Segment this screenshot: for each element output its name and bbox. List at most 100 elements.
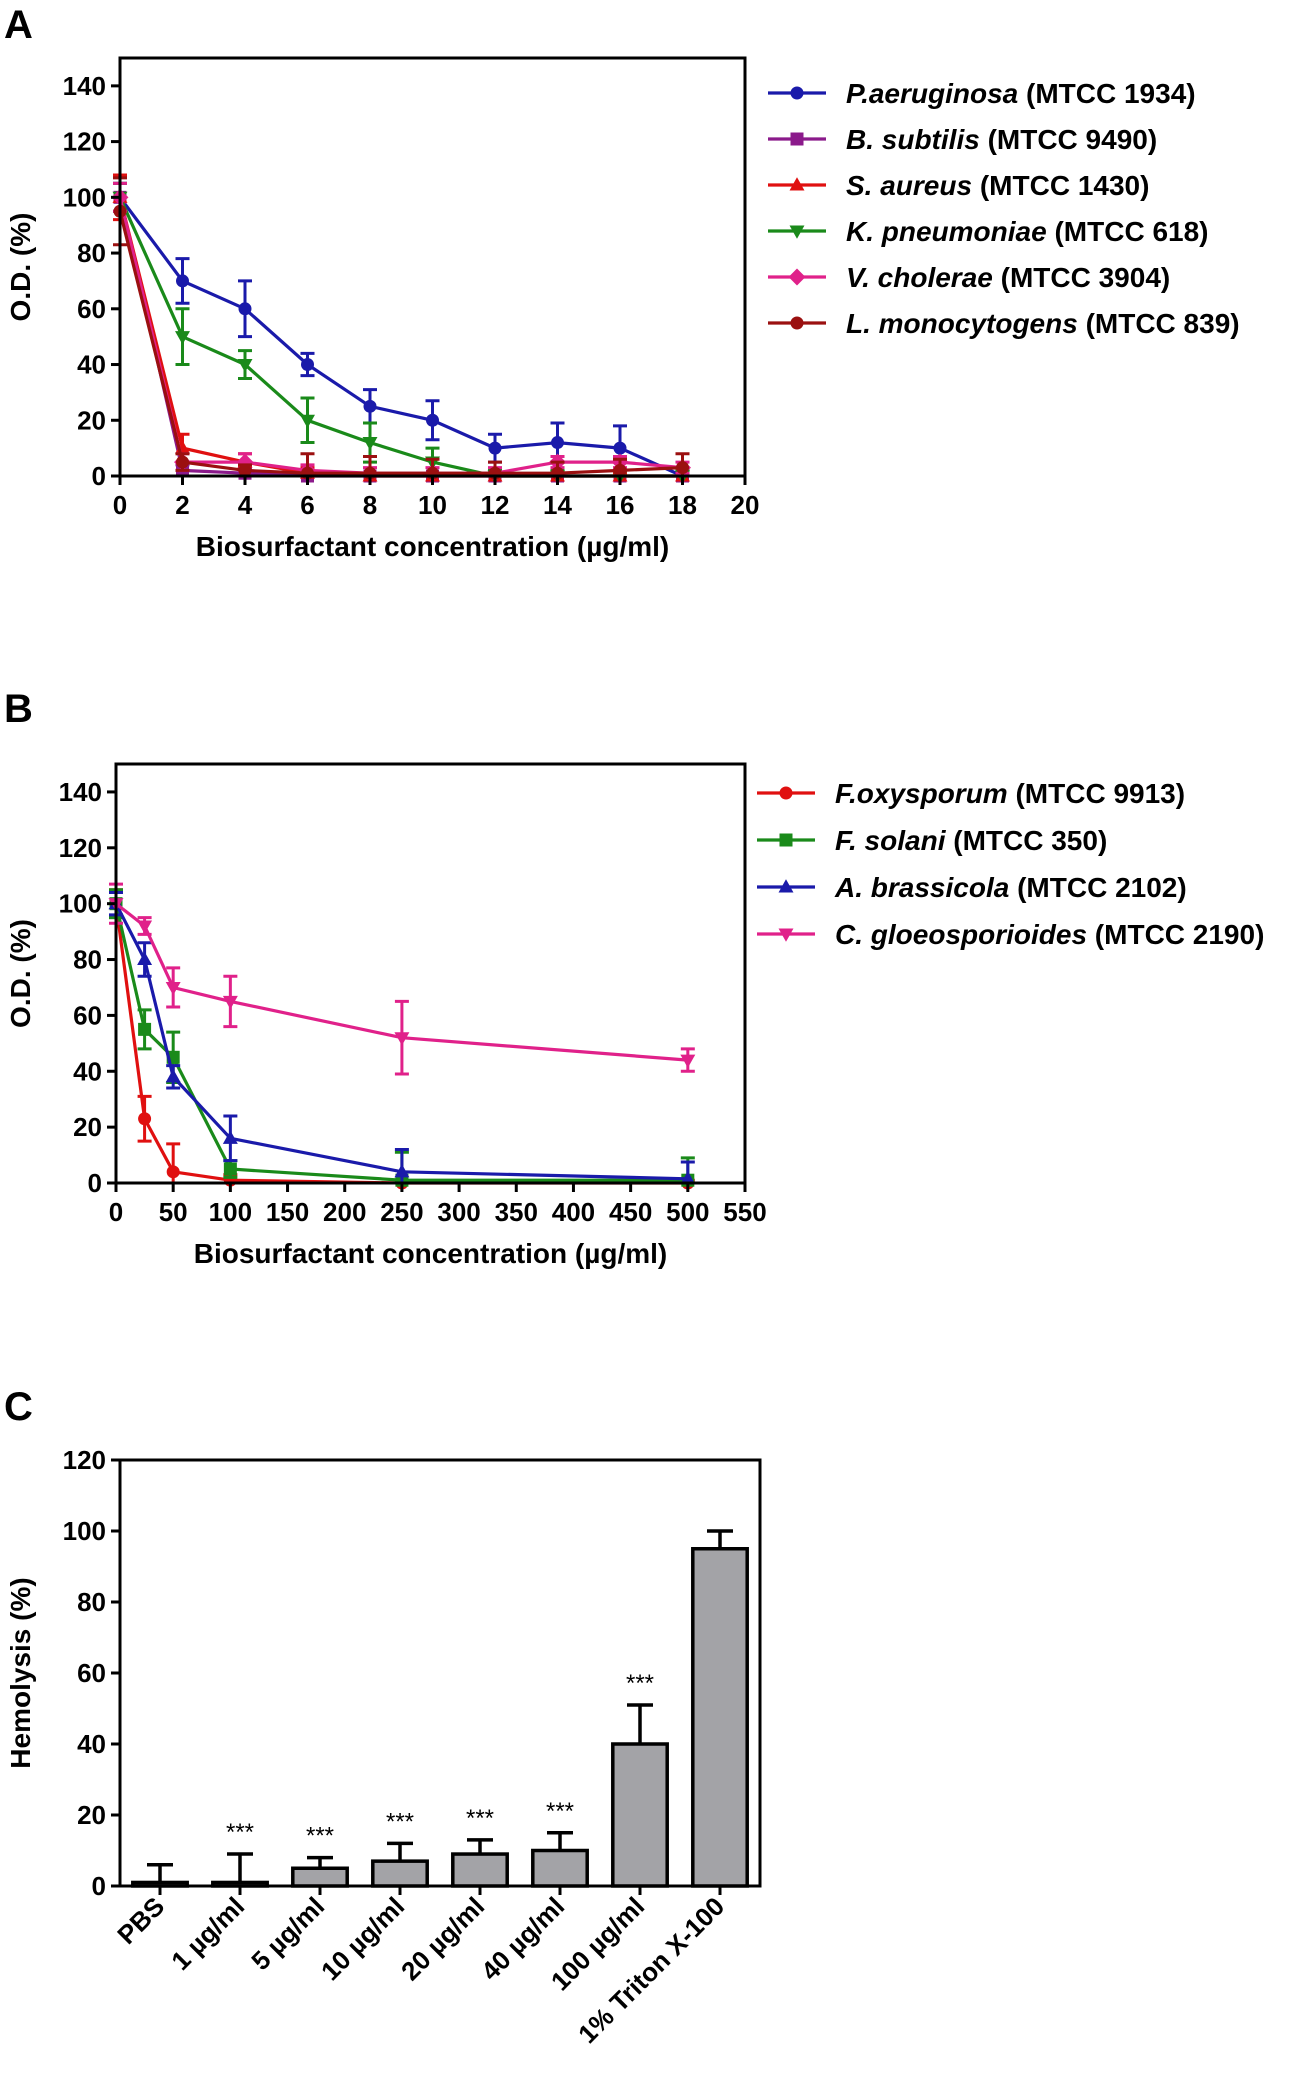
legend-marker [778,879,794,893]
legend-label: P.aeruginosa (MTCC 1934) [846,78,1196,109]
x-tick-label: 0 [109,1197,123,1227]
panel-letter-b: B [4,687,33,731]
legend-species: C. gloeosporioides [835,919,1087,950]
bar [531,1848,589,1888]
legend-label: V. cholerae (MTCC 3904) [846,262,1170,293]
significance-label: *** [386,1808,414,1835]
legend-strain: (MTCC 9490) [980,124,1157,155]
data-point [363,399,377,413]
y-tick-label: 0 [92,1871,106,1901]
legend-marker [779,833,793,847]
category-label: 10 µg/ml [315,1891,410,1986]
error-bar [547,1831,573,1851]
series-line [114,902,688,1181]
y-tick-label: 40 [73,1056,102,1086]
error-bar [627,1703,653,1744]
significance-label: *** [626,1670,654,1697]
legend-label: K. pneumoniae (MTCC 618) [846,216,1209,247]
x-axis-label: Biosurfactant concentration (µg/ml) [196,531,670,562]
legend-item-2: A. brassicola (MTCC 2102) [757,872,1187,903]
y-tick-label: 140 [63,71,106,101]
legend-item-0: P.aeruginosa (MTCC 1934) [768,78,1196,109]
x-tick-label: 12 [481,490,510,520]
legend-marker [779,786,793,800]
data-point [175,331,190,345]
x-tick-label: 350 [495,1197,538,1227]
legend-marker [788,268,806,286]
data-point [488,441,502,455]
data-point [300,414,315,429]
y-tick-label: 60 [73,1000,102,1030]
x-tick-label: 6 [300,490,314,520]
legend: F.oxysporum (MTCC 9913) F. solani (MTCC 3… [757,778,1264,950]
data-point [394,1032,410,1046]
y-tick-label: 0 [88,1168,102,1198]
x-tick-label: 50 [159,1197,188,1227]
data-point [613,463,627,477]
y-tick-label: 100 [63,1516,106,1546]
bar-group-0: PBS [111,1862,189,1950]
legend-label: C. gloeosporioides (MTCC 2190) [835,919,1264,950]
legend-label: S. aureus (MTCC 1430) [846,170,1149,201]
bar [611,1742,669,1888]
data-point [237,359,253,373]
series-1 [113,181,690,483]
legend-item-5: L. monocytogens (MTCC 839) [768,308,1240,339]
x-tick-label: 0 [113,490,127,520]
x-tick-label: 2 [175,490,189,520]
data-point [138,1022,152,1036]
x-tick-label: 500 [666,1197,709,1227]
legend-marker [789,177,805,191]
x-axis-label: Biosurfactant concentration (µg/ml) [194,1238,668,1269]
legend-species: P.aeruginosa [846,78,1018,109]
error-bar [467,1838,493,1855]
error-bar [707,1529,733,1549]
y-axis-label: O.D. (%) [5,919,36,1028]
significance-label: *** [226,1819,254,1846]
legend-species: F.oxysporum [835,778,1008,809]
legend-species: A. brassicola [834,872,1009,903]
legend-species: B. subtilis [846,124,980,155]
legend-marker [778,928,794,942]
legend-item-3: C. gloeosporioides (MTCC 2190) [757,919,1264,950]
error-bar [147,1862,173,1883]
data-point [176,274,189,288]
legend-label: A. brassicola (MTCC 2102) [834,872,1187,903]
legend-marker [790,132,804,146]
data-point [165,1069,181,1083]
category-label: PBS [111,1891,170,1950]
data-point [680,1171,696,1185]
significance-label: *** [466,1805,494,1832]
x-tick-label: 18 [668,490,697,520]
error-bar [307,1855,333,1869]
legend-marker [790,86,804,100]
y-tick-label: 20 [77,405,106,435]
series-line [118,196,684,478]
data-point [137,951,153,966]
x-tick-label: 250 [380,1197,423,1227]
x-tick-label: 300 [437,1197,480,1227]
legend-item-1: F. solani (MTCC 350) [757,825,1107,856]
x-tick-label: 100 [209,1197,252,1227]
legend-strain: (MTCC 350) [945,825,1107,856]
legend-item-0: F.oxysporum (MTCC 9913) [757,778,1185,809]
panel-letter-a: A [4,3,33,47]
series-line [118,196,683,478]
y-tick-label: 60 [77,1658,106,1688]
series-line [118,196,683,478]
legend-strain: (MTCC 9913) [1008,778,1185,809]
series-3 [112,181,690,484]
y-tick-label: 120 [63,1445,106,1475]
data-point [551,436,564,450]
x-tick-label: 200 [323,1197,366,1227]
significance-label: *** [546,1798,574,1825]
chart-panel-a: 0 20 40 60 80 100 120 140 0 2 4 6 8 10 12 14 16 18 20 Biosu… [5,56,1240,562]
legend-species: K. pneumoniae [846,216,1047,247]
series-line [118,196,683,475]
data-point [426,413,439,427]
legend-marker [789,225,805,239]
series-5 [113,176,690,480]
series-line [118,210,683,475]
bar [371,1859,429,1888]
